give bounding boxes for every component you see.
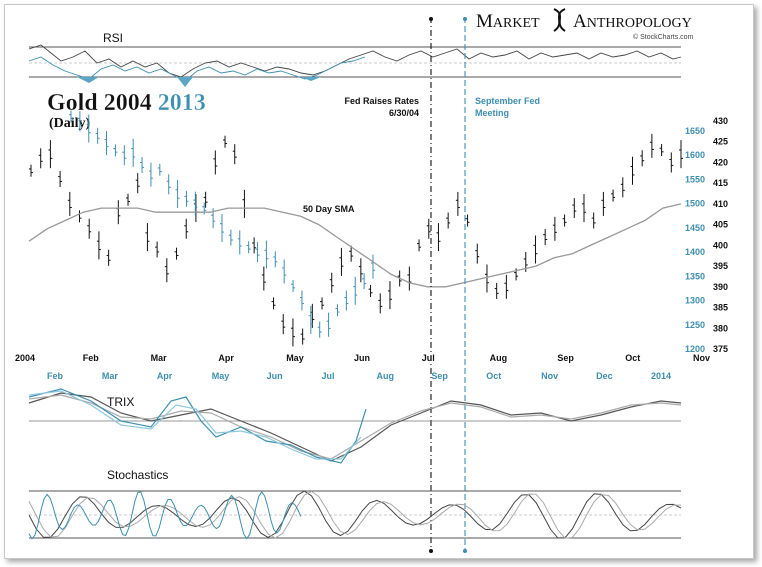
x-tick-2004: Nov bbox=[693, 353, 710, 363]
stoch-2004-line bbox=[28, 490, 682, 539]
trix-2013-line bbox=[28, 388, 367, 464]
y-tick-2013: 1500 bbox=[685, 199, 705, 209]
rsi-label: RSI bbox=[103, 31, 123, 45]
svg-text:ANTHROPOLOGY: ANTHROPOLOGY bbox=[573, 11, 692, 32]
stockcharts-copyright: © StockCharts.com bbox=[633, 33, 694, 41]
stochastics-label: Stochastics bbox=[107, 468, 168, 482]
svg-text:MARKET: MARKET bbox=[476, 11, 540, 32]
y-tick-2004: 405 bbox=[713, 220, 728, 230]
svg-text:Gold 2004 2013: Gold 2004 2013 bbox=[47, 90, 206, 116]
rsi-oversold-fill bbox=[77, 77, 321, 87]
price-panel: 50 Day SMA bbox=[28, 110, 683, 347]
stochastics-panel: Stochastics bbox=[28, 468, 682, 540]
x-tick-2013: Apr bbox=[157, 371, 173, 381]
y-tick-2013: 1550 bbox=[685, 174, 705, 184]
x-tick-2004: Apr bbox=[218, 353, 234, 363]
gold-2004-bars bbox=[29, 133, 683, 347]
rsi-2004-line bbox=[28, 44, 682, 78]
x-tick-2013: May bbox=[212, 371, 230, 381]
brand-word2-cap: A bbox=[573, 11, 587, 32]
x-tick-2013: 2014 bbox=[651, 371, 671, 381]
y-tick-2013: 1650 bbox=[685, 126, 705, 136]
x-tick-2004: Sep bbox=[557, 353, 574, 363]
brand-word1-rest: ARKET bbox=[493, 16, 540, 31]
y-tick-2004: 380 bbox=[713, 323, 728, 333]
sept-fed-label-2: Meeting bbox=[475, 108, 509, 118]
y-tick-2004: 395 bbox=[713, 261, 728, 271]
y-tick-2004: 410 bbox=[713, 199, 728, 209]
x-tick-2004: Mar bbox=[151, 353, 168, 363]
y-tick-2004: 400 bbox=[713, 240, 728, 250]
trix-2013-signal bbox=[28, 390, 362, 460]
x-tick-2004: Jul bbox=[422, 353, 435, 363]
trix-label: TRIX bbox=[107, 395, 134, 409]
y-tick-2013: 1200 bbox=[685, 344, 705, 354]
title-subtitle: (Daily) bbox=[49, 116, 91, 131]
chart-frame: MARKET ANTHROPOLOGY Gold © StockCharts.c… bbox=[4, 4, 754, 559]
fed-raise-marker: Fed Raises Rates 6/30/04 bbox=[344, 17, 433, 553]
x-tick-2013: Mar bbox=[102, 371, 119, 381]
brand-word2-rest: NTHROPOLOGY bbox=[587, 16, 692, 31]
x-axis-2004: 2004 Feb Mar Apr May Jun Jul Aug Sep Oct Nov bbox=[15, 353, 710, 363]
x-tick-2004: Jun bbox=[354, 353, 370, 363]
september-fed-marker: September Fed Meeting bbox=[463, 17, 540, 553]
x-tick-2013: Dec bbox=[596, 371, 613, 381]
stoch-2013-line bbox=[28, 491, 302, 540]
x-tick-2013: Feb bbox=[47, 371, 64, 381]
stoch-2004-signal bbox=[28, 490, 681, 539]
sma-label: 50 Day SMA bbox=[303, 204, 355, 214]
y-tick-2013: 1250 bbox=[685, 320, 705, 330]
y-axis-2013: 1650 1600 1550 1500 1450 1400 1350 1300 1250 1200 bbox=[685, 126, 705, 354]
x-tick-2013: Oct bbox=[486, 371, 501, 381]
gold-2013-bars bbox=[69, 110, 375, 338]
y-tick-2013: 1300 bbox=[685, 296, 705, 306]
brand-word1-cap: M bbox=[476, 11, 493, 32]
x-tick-2013: Sep bbox=[431, 371, 448, 381]
y-tick-2013: 1350 bbox=[685, 271, 705, 281]
trix-panel: TRIX bbox=[28, 388, 682, 464]
trix-2004-signal bbox=[28, 394, 682, 460]
x-tick-2004: May bbox=[286, 353, 304, 363]
x-tick-2013: Jun bbox=[267, 371, 283, 381]
x-tick-2004: Aug bbox=[490, 353, 508, 363]
sma-50-line bbox=[28, 203, 682, 288]
title-year-2013: 2013 bbox=[158, 90, 206, 116]
y-tick-2004: 425 bbox=[713, 137, 728, 147]
y-axis-2004: 430 425 420 415 410 405 400 395 390 385 380 375 bbox=[713, 116, 728, 354]
y-tick-2013: 1600 bbox=[685, 150, 705, 160]
y-tick-2004: 430 bbox=[713, 116, 728, 126]
title-prefix: Gold bbox=[47, 90, 98, 116]
rsi-panel: RSI bbox=[28, 31, 682, 87]
dna-icon bbox=[553, 8, 566, 32]
fed-raise-label: Fed Raises Rates bbox=[344, 96, 419, 106]
x-tick-2013: Aug bbox=[376, 371, 394, 381]
x-tick-2004: 2004 bbox=[15, 353, 35, 363]
y-tick-2004: 390 bbox=[713, 282, 728, 292]
brand-logo: MARKET ANTHROPOLOGY Gold © StockCharts.c… bbox=[476, 8, 694, 41]
chart-canvas: MARKET ANTHROPOLOGY Gold © StockCharts.c… bbox=[15, 8, 728, 553]
x-tick-2004: Feb bbox=[83, 353, 100, 363]
sept-fed-label: September Fed bbox=[475, 96, 540, 106]
y-tick-2013: 1400 bbox=[685, 247, 705, 257]
y-tick-2013: 1450 bbox=[685, 223, 705, 233]
title-year-2004: 2004 bbox=[104, 90, 152, 116]
y-tick-2004: 415 bbox=[713, 178, 728, 188]
y-tick-2004: 375 bbox=[713, 344, 728, 354]
fed-raise-date: 6/30/04 bbox=[389, 108, 419, 118]
x-tick-2013: Nov bbox=[541, 371, 558, 381]
y-tick-2004: 420 bbox=[713, 157, 728, 167]
y-tick-2004: 385 bbox=[713, 303, 728, 313]
x-tick-2004: Oct bbox=[625, 353, 640, 363]
x-axis-2013: Feb Mar Apr May Jun Jul Aug Sep Oct Nov Dec 2014 bbox=[47, 371, 671, 381]
x-tick-2013: Jul bbox=[322, 371, 335, 381]
